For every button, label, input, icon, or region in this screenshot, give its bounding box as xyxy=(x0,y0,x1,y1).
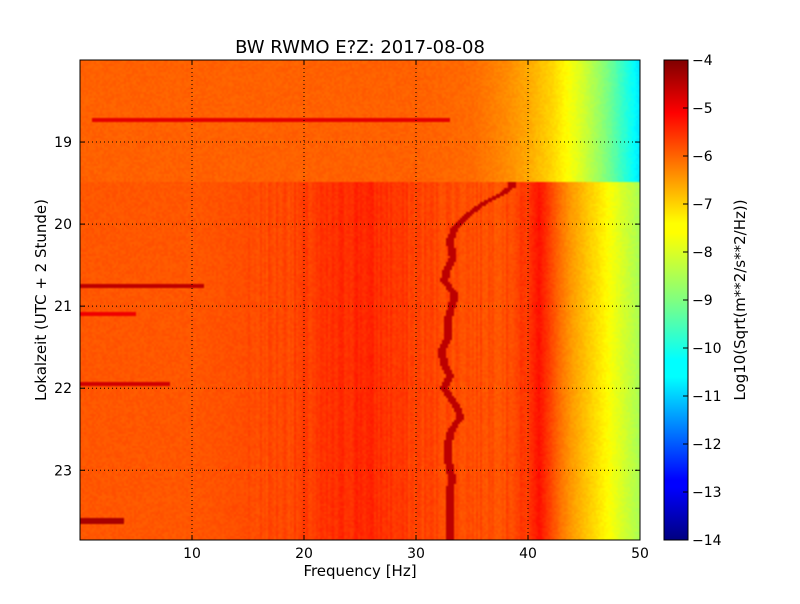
y-tick-label: 23 xyxy=(54,463,72,479)
y-axis-ticks: 19 20 21 22 23 xyxy=(54,135,640,479)
colorbar-tick-label: −4 xyxy=(692,53,713,69)
y-axis-label: Lokalzeit (UTC + 2 Stunde) xyxy=(32,199,50,401)
plot-area xyxy=(79,59,641,541)
colorbar-tick-label: −11 xyxy=(692,389,722,405)
x-tick-label: 20 xyxy=(295,546,313,562)
colorbar-label: Log10(Sqrt(m**2/s**2/Hz)) xyxy=(731,199,749,400)
grid-lines xyxy=(80,60,640,540)
plot-frame xyxy=(79,59,641,541)
colorbar-tick-label: −10 xyxy=(692,341,722,357)
y-tick-label: 20 xyxy=(54,217,72,233)
x-axis-label: Frequency [Hz] xyxy=(303,562,416,580)
colorbar-tick-label: −14 xyxy=(692,533,722,549)
x-tick-label: 10 xyxy=(183,546,201,562)
colorbar-tick-label: −9 xyxy=(692,293,713,309)
colorbar-tick-label: −8 xyxy=(692,245,713,261)
y-tick-label: 21 xyxy=(54,299,72,315)
x-tick-label: 40 xyxy=(519,546,537,562)
heatmap-image xyxy=(80,60,640,540)
chart-title: BW RWMO E?Z: 2017-08-08 xyxy=(235,37,485,58)
colorbar-ticks: −4 −5 −6 −7 −8 −9 −10 −11 −12 −13 −14 xyxy=(683,53,722,549)
colorbar: −4 −5 −6 −7 −8 −9 −10 −11 −12 −13 −14 Log10(Sqrt(m… xyxy=(663,53,749,549)
colorbar-tick-label: −12 xyxy=(692,437,722,453)
x-tick-label: 50 xyxy=(631,546,649,562)
x-tick-label: 30 xyxy=(407,546,425,562)
colorbar-tick-label: −13 xyxy=(692,485,722,501)
colorbar-tick-label: −6 xyxy=(692,149,713,165)
y-tick-label: 22 xyxy=(54,381,72,397)
colorbar-tick-label: −7 xyxy=(692,197,713,213)
x-axis-ticks: 10 20 30 40 50 xyxy=(183,60,649,562)
y-tick-label: 19 xyxy=(54,135,72,151)
colorbar-tick-label: −5 xyxy=(692,101,713,117)
